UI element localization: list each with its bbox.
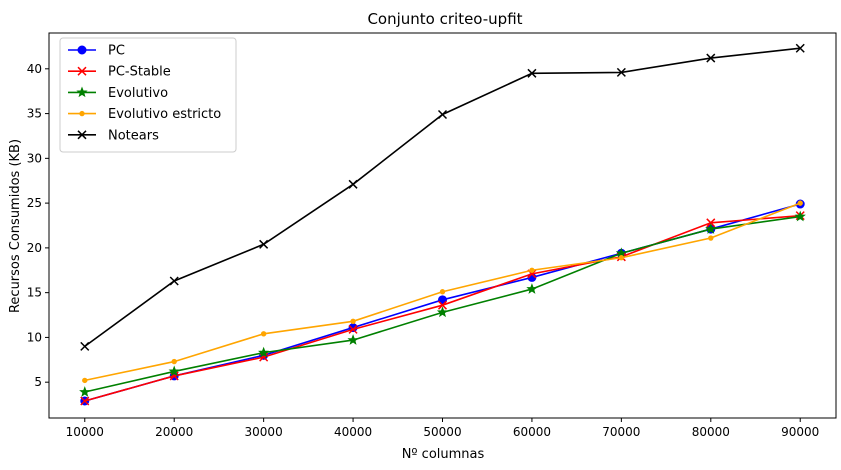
data-point-evolutivo-estricto: [82, 377, 88, 384]
legend-label: PC-Stable: [108, 65, 171, 80]
data-point-evolutivo: [705, 223, 717, 234]
data-point-pc-stable: [348, 324, 358, 334]
legend-marker: [77, 45, 87, 55]
data-point-evolutivo-estricto: [171, 358, 177, 365]
legend-label: Evolutivo estricto: [108, 107, 221, 122]
x-tick-label: 70000: [602, 425, 640, 439]
data-point-pc: [438, 295, 447, 305]
legend-item-pc: PC: [68, 44, 125, 59]
data-point-evolutivo: [347, 334, 359, 345]
data-point-evolutivo-estricto: [439, 289, 446, 295]
y-tick-label: 25: [27, 196, 42, 210]
data-point-notears: [795, 43, 805, 53]
data-point-notears: [348, 179, 358, 189]
x-tick-label: 90000: [781, 425, 819, 439]
y-tick-label: 5: [34, 375, 42, 389]
data-point-pc-stable: [259, 352, 269, 362]
data-point-evolutivo: [79, 386, 91, 397]
data-point-evolutivo: [258, 346, 270, 358]
data-point-pc-stable: [169, 371, 179, 381]
data-point-notears: [259, 239, 269, 249]
legend-label: Notears: [108, 128, 159, 143]
chart-title: Conjunto criteo-upfit: [367, 10, 522, 28]
series-evolutivo-estricto: [82, 200, 803, 384]
data-point-evolutivo: [436, 306, 449, 318]
legend-item-evolutivo-estricto: Evolutivo estricto: [68, 107, 221, 122]
data-point-evolutivo-estricto: [350, 318, 356, 325]
data-point-evolutivo-estricto: [618, 255, 625, 261]
data-point-evolutivo-estricto: [529, 267, 535, 273]
x-tick-label: 10000: [66, 425, 104, 439]
legend-item-pc-stable: PC-Stable: [68, 65, 171, 80]
data-point-pc-stable: [706, 218, 716, 228]
x-tick-label: 60000: [513, 425, 551, 439]
data-point-evolutivo: [168, 365, 180, 377]
legend: PC PC-Stable Evolutivo Evolutivo estricto No…: [59, 37, 237, 153]
series-notears: [80, 43, 805, 351]
data-point-evolutivo: [526, 283, 538, 294]
data-point-evolutivo-estricto: [797, 200, 803, 206]
series-evolutivo: [79, 210, 806, 397]
legend-item-notears: Notears: [68, 128, 159, 143]
legend-marker: [76, 86, 88, 98]
axes-frame: [48, 32, 837, 419]
y-tick-label: 40: [27, 62, 42, 76]
x-tick-label: 30000: [245, 425, 283, 439]
data-point-evolutivo: [794, 210, 806, 222]
y-tick-label: 35: [27, 107, 42, 121]
legend-marker: [77, 66, 87, 76]
y-tick-label: 30: [27, 151, 42, 165]
legend-item-evolutivo: Evolutivo: [68, 86, 168, 101]
legend-box: [59, 37, 237, 153]
y-tick-label: 10: [27, 330, 42, 344]
data-point-pc-stable: [437, 300, 448, 310]
y-tick-label: 20: [27, 241, 42, 255]
y-axis-label: Recursos Consumidos (KB): [8, 139, 23, 313]
x-tick-label: 80000: [692, 425, 730, 439]
data-point-evolutivo-estricto: [708, 235, 714, 241]
x-tick-label: 20000: [155, 425, 193, 439]
data-point-notears: [616, 67, 626, 77]
y-tick-label: 15: [27, 286, 42, 300]
data-point-notears: [706, 53, 716, 63]
legend-marker: [79, 110, 85, 117]
data-point-evolutivo-estricto: [260, 331, 267, 337]
legend-marker: [77, 130, 87, 140]
data-point-notears: [527, 68, 537, 78]
x-tick-label: 40000: [334, 425, 372, 439]
plot-area: 10000 20000 30000 40000 50000 60000 70000 80000…: [27, 43, 819, 439]
legend-label: Evolutivo: [108, 86, 168, 101]
x-tick-label: 50000: [423, 425, 461, 439]
data-point-notears: [169, 276, 179, 286]
data-point-notears: [437, 109, 448, 120]
legend-label: PC: [108, 44, 125, 59]
x-axis-label: Nº columnas: [402, 447, 485, 462]
data-point-pc-stable: [80, 396, 90, 406]
data-point-notears: [80, 341, 90, 351]
